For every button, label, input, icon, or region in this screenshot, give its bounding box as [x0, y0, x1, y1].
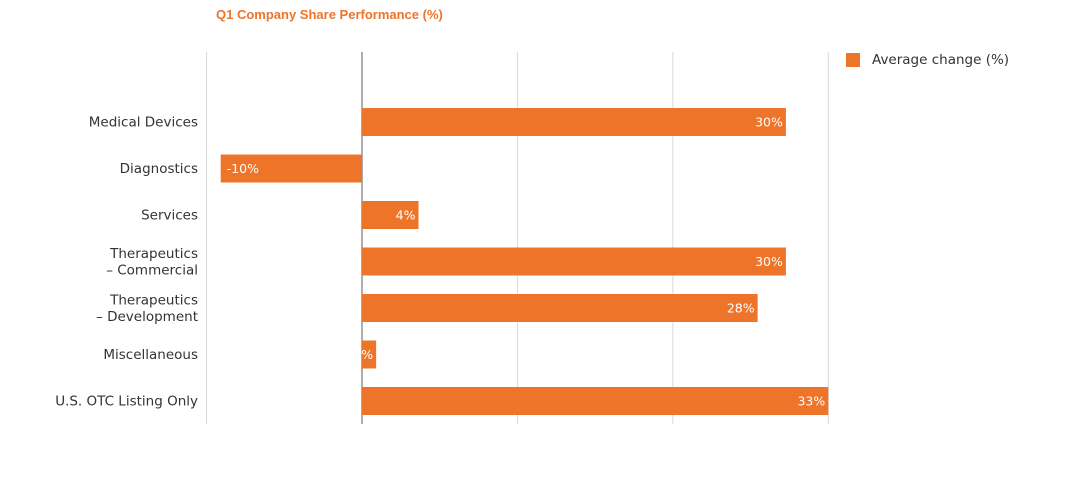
category-label-4-line-0: Therapeutics [109, 292, 198, 308]
category-label-5: Miscellaneous [103, 347, 198, 363]
bar-5 [362, 340, 377, 369]
bar-0 [362, 108, 786, 136]
data-label-4: 28% [727, 301, 755, 316]
data-label-3: 30% [755, 254, 783, 269]
legend-swatch [846, 53, 860, 67]
bar-1 [220, 154, 362, 183]
category-label-6: U.S. OTC Listing Only [55, 394, 198, 410]
category-label-4-line-1: – Development [96, 309, 198, 325]
data-label-5: 1% [353, 347, 373, 362]
data-label-6: 33% [797, 394, 825, 409]
bar-2 [362, 201, 419, 229]
bar-6 [362, 387, 829, 415]
legend-label: Average change (%) [872, 52, 1010, 68]
category-label-3-line-0: Therapeutics [109, 246, 198, 262]
data-label-0: 30% [755, 115, 783, 130]
category-label-2: Services [141, 208, 198, 224]
data-label-2: 4% [396, 208, 416, 223]
chart-title: Q1 Company Share Performance (%) [216, 7, 443, 22]
bar-3 [362, 247, 786, 276]
category-label-0: Medical Devices [89, 115, 198, 131]
legend: Average change (%) [846, 52, 1009, 68]
category-label-1: Diagnostics [120, 161, 198, 177]
data-label-1: -10% [227, 161, 259, 176]
bar-4 [362, 294, 758, 322]
category-label-3-line-1: – Commercial [106, 262, 198, 278]
